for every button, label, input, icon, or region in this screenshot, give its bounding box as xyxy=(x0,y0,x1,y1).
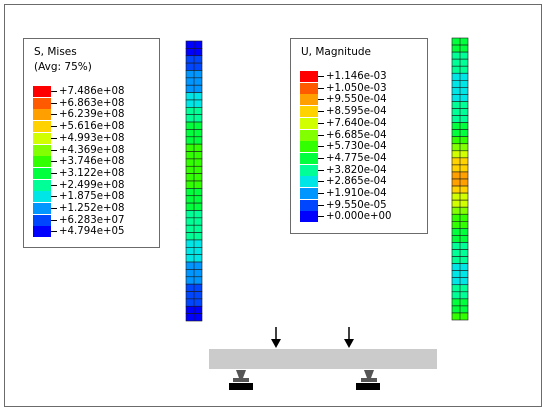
stress-legend-tick xyxy=(51,196,57,198)
stress-legend-label: +4.794e+05 xyxy=(59,226,125,238)
displacement-contour-bar xyxy=(451,37,469,321)
stress-legend-swatch xyxy=(33,144,51,156)
stress-legend-label: +6.863e+08 xyxy=(59,97,125,109)
stress-legend-tick xyxy=(51,161,57,163)
stress-legend-tick xyxy=(51,208,57,209)
stress-legend-title: S, Mises xyxy=(34,46,77,58)
stress-legend-label: +4.993e+08 xyxy=(59,132,125,144)
displacement-legend-tick xyxy=(318,204,324,206)
displacement-legend-label: +9.550e-05 xyxy=(326,199,387,211)
stress-legend-swatch xyxy=(33,191,51,203)
displacement-legend-tick xyxy=(318,122,324,124)
stress-legend-label: +5.616e+08 xyxy=(59,121,125,133)
displacement-legend-tick xyxy=(318,216,324,218)
stress-legend-tick xyxy=(51,114,57,116)
displacement-legend-tick xyxy=(318,169,324,171)
stress-legend-swatch xyxy=(33,156,51,168)
load-arrow-right xyxy=(344,327,354,348)
stress-legend-swatch xyxy=(33,179,51,191)
stress-legend-swatch xyxy=(33,203,51,214)
stress-legend-subtitle: (Avg: 75%) xyxy=(34,61,92,73)
displacement-legend-tick xyxy=(318,157,324,159)
displacement-legend-swatch xyxy=(300,211,318,223)
displacement-legend-swatch xyxy=(300,141,318,153)
stress-legend-swatch xyxy=(33,97,51,109)
displacement-legend-title: U, Magnitude xyxy=(301,46,371,58)
displacement-legend-swatch xyxy=(300,152,318,164)
displacement-legend-swatch xyxy=(300,188,318,199)
support-right-icon xyxy=(356,370,380,390)
stress-legend-tick xyxy=(51,184,57,186)
stress-legend-tick xyxy=(51,91,57,92)
displacement-legend-label: +7.640e-04 xyxy=(326,117,387,129)
displacement-legend-swatch xyxy=(300,82,318,94)
displacement-legend-tick xyxy=(318,87,324,89)
viewport-frame xyxy=(4,4,542,407)
stress-legend-label: +6.239e+08 xyxy=(59,109,125,121)
displacement-legend-label: +1.050e-03 xyxy=(326,82,387,94)
stress-legend-tick xyxy=(51,149,57,151)
displacement-legend-tick xyxy=(318,99,324,101)
displacement-legend: U, Magnitude +1.146e-03 +1.050e-03 +9.550e… xyxy=(290,38,428,234)
displacement-legend-swatch xyxy=(300,176,318,188)
stress-legend-tick xyxy=(51,137,57,139)
displacement-legend-label: +6.685e-04 xyxy=(326,129,387,141)
displacement-legend-tick xyxy=(318,134,324,136)
displacement-legend-label: +1.910e-04 xyxy=(326,188,387,199)
displacement-legend-swatch xyxy=(300,164,318,176)
displacement-legend-label: +5.730e-04 xyxy=(326,141,387,153)
beam xyxy=(209,349,437,369)
displacement-legend-swatch xyxy=(300,129,318,141)
stress-legend-label: +2.499e+08 xyxy=(59,179,125,191)
stress-legend-swatch xyxy=(33,167,51,179)
support-left-icon xyxy=(229,370,253,390)
displacement-legend-tick xyxy=(318,76,324,77)
stress-legend-swatch xyxy=(33,214,51,226)
stress-legend-swatch xyxy=(33,86,51,97)
stress-legend-swatch xyxy=(33,226,51,238)
displacement-legend-label: +3.820e-04 xyxy=(326,164,387,176)
displacement-legend-label: +8.595e-04 xyxy=(326,106,387,118)
stress-legend-tick xyxy=(51,231,57,233)
stress-legend-label: +7.486e+08 xyxy=(59,86,125,97)
displacement-legend-label: +1.146e-03 xyxy=(326,71,387,82)
stress-legend-tick xyxy=(51,172,57,174)
beam-schematic xyxy=(209,327,437,390)
displacement-legend-label: +9.550e-04 xyxy=(326,94,387,106)
stress-legend-tick xyxy=(51,219,57,221)
stress-legend-swatch xyxy=(33,109,51,121)
displacement-legend-swatch xyxy=(300,106,318,118)
load-arrow-left xyxy=(271,327,281,348)
displacement-legend-tick xyxy=(318,181,324,183)
displacement-legend-swatch xyxy=(300,117,318,129)
stress-legend-label: +4.369e+08 xyxy=(59,144,125,156)
stress-legend: S, Mises (Avg: 75%) +7.486e+08 +6.863e+08… xyxy=(23,38,160,248)
stress-legend-label: +1.875e+08 xyxy=(59,191,125,203)
displacement-legend-tick xyxy=(318,146,324,148)
displacement-legend-swatch xyxy=(300,71,318,82)
stress-contour-bar xyxy=(185,40,203,322)
displacement-legend-swatch xyxy=(300,94,318,106)
stress-legend-label: +3.746e+08 xyxy=(59,156,125,168)
displacement-legend-swatch xyxy=(300,199,318,211)
stress-legend-label: +6.283e+07 xyxy=(59,214,125,226)
displacement-legend-tick xyxy=(318,193,324,194)
displacement-legend-label: +0.000e+00 xyxy=(326,211,392,223)
stress-legend-swatch xyxy=(33,121,51,133)
displacement-legend-label: +2.865e-04 xyxy=(326,176,387,188)
displacement-legend-tick xyxy=(318,111,324,113)
stress-legend-label: +3.122e+08 xyxy=(59,167,125,179)
displacement-legend-label: +4.775e-04 xyxy=(326,152,387,164)
stress-legend-tick xyxy=(51,102,57,104)
stress-legend-tick xyxy=(51,126,57,128)
stress-legend-label: +1.252e+08 xyxy=(59,203,125,214)
stress-legend-swatch xyxy=(33,132,51,144)
